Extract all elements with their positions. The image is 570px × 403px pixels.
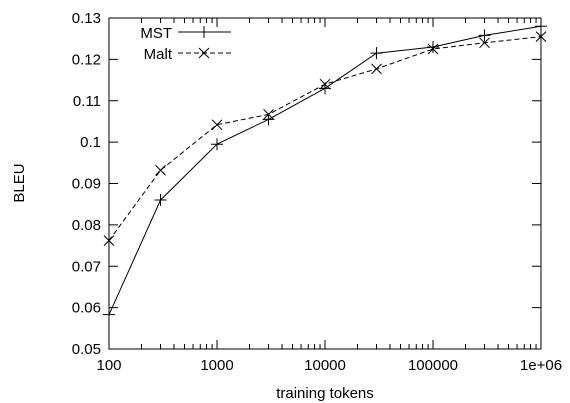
series-malt	[103, 31, 547, 246]
data-point-mst	[154, 194, 167, 207]
data-point-malt	[211, 119, 223, 131]
x-tick-label: 10000	[304, 357, 346, 374]
y-tick-label: 0.05	[72, 341, 101, 358]
data-point-malt	[155, 164, 166, 176]
data-point-malt	[371, 63, 382, 75]
data-point-mst	[427, 40, 439, 53]
y-tick-label: 0.09	[72, 176, 101, 193]
legend-label-malt: Malt	[144, 46, 173, 63]
data-point-mst	[535, 20, 547, 33]
x-tick-label: 1e+06	[520, 357, 562, 374]
series-line-malt	[108, 36, 542, 241]
legend-marker-malt	[198, 47, 210, 59]
x-tick-label: 100	[96, 357, 121, 374]
y-tick-label: 0.12	[72, 51, 101, 68]
data-point-malt	[535, 31, 547, 42]
y-tick-label: 0.11	[73, 93, 101, 110]
y-tick-label: 0.08	[72, 217, 101, 234]
data-point-malt	[263, 109, 274, 120]
legend: MST Malt	[140, 25, 231, 63]
data-point-mst	[262, 113, 275, 126]
axis-ticks: 0.05 0.06 0.07 0.08 0.09 0.1 0.11 0.12 0.13 100 10…	[72, 10, 562, 374]
data-point-mst	[478, 29, 491, 42]
series-line-mst	[108, 25, 542, 315]
data-point-mst	[370, 47, 383, 60]
x-tick-label: 100000	[408, 357, 458, 374]
data-point-malt	[319, 78, 331, 90]
y-tick-label: 0.13	[72, 10, 101, 27]
y-tick-label: 0.07	[72, 258, 101, 275]
data-point-malt	[103, 235, 115, 246]
data-point-mst	[103, 308, 115, 321]
legend-label-mst: MST	[140, 25, 172, 42]
y-tick-label: 0.06	[72, 300, 101, 317]
y-axis-label: BLEU	[11, 163, 28, 202]
plot-frame	[108, 17, 542, 350]
x-axis-label: training tokens	[276, 385, 374, 402]
y-tick-label: 0.1	[80, 134, 101, 151]
data-point-malt	[427, 43, 439, 55]
series-layer	[103, 20, 547, 321]
legend-marker-mst	[198, 26, 210, 38]
data-point-malt	[479, 37, 490, 49]
data-point-mst	[211, 138, 223, 151]
series-mst	[103, 20, 547, 321]
x-tick-label: 1000	[200, 357, 233, 374]
